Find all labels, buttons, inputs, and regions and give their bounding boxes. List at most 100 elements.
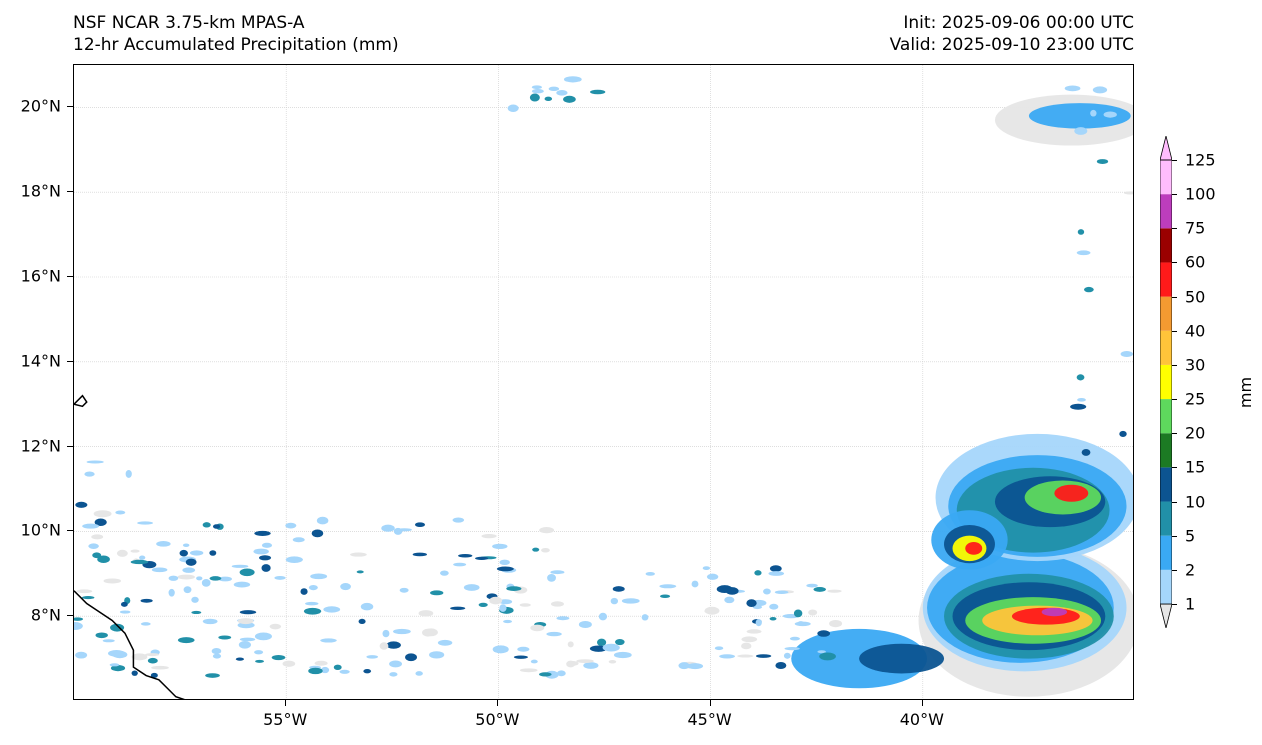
map-panel[interactable]: [73, 64, 1134, 700]
precip-cell: [608, 660, 617, 664]
precip-cell: [235, 657, 244, 661]
precip-cell: [613, 651, 632, 659]
precip-cell: [492, 543, 508, 550]
precip-cell: [517, 646, 530, 652]
model-title: NSF NCAR 3.75-km MPAS-A: [73, 13, 305, 33]
precip-cell: [566, 661, 579, 666]
colorbar-label: 125: [1185, 150, 1216, 170]
precip-cell: [567, 641, 574, 648]
precip-cell: [563, 95, 576, 103]
precip-cell: [550, 570, 565, 575]
precip-cell: [774, 590, 789, 595]
precip-cell: [191, 596, 199, 603]
precip-cell: [706, 573, 719, 580]
precip-cell: [205, 673, 220, 678]
precip-cell: [530, 659, 538, 664]
precip-cell: [489, 596, 503, 605]
precip-cell: [97, 555, 110, 563]
precip-cell: [597, 638, 607, 647]
precip-cell: [430, 590, 444, 596]
precip-cell: [396, 528, 412, 532]
precip-cell: [415, 671, 423, 676]
precip-cell: [82, 523, 100, 529]
precip-cell: [339, 669, 350, 674]
precip-cell: [463, 584, 480, 591]
precip-cell: [259, 555, 272, 561]
precip-cell: [492, 645, 509, 654]
precip-cell: [1084, 286, 1094, 293]
precip-cell: [612, 586, 625, 592]
precip-cell: [316, 516, 329, 525]
precip-cell: [253, 548, 269, 555]
precip-region: [791, 628, 928, 689]
precip-cell: [179, 549, 188, 557]
precip-cell: [829, 619, 843, 628]
precip-cell: [261, 564, 271, 572]
colorbar-segment: [1160, 433, 1172, 468]
colorbar-label: 40: [1185, 321, 1206, 341]
precip-cell: [233, 581, 251, 588]
precip-cell: [556, 90, 568, 96]
colorbar-segment: [1160, 535, 1172, 570]
precip-cell: [399, 587, 409, 593]
precip-cell: [590, 89, 606, 95]
precip-cell: [212, 653, 222, 659]
precip-cell: [768, 571, 785, 576]
precip-cell: [274, 575, 286, 580]
lat-label: 8°N: [30, 605, 61, 625]
precip-cell: [405, 653, 417, 662]
precip-cell: [659, 584, 677, 589]
precip-cell: [76, 589, 93, 594]
precip-cell: [1077, 398, 1086, 402]
colorbar-segment: [1160, 262, 1172, 297]
precip-cell: [513, 655, 528, 659]
precip-cell: [659, 594, 671, 599]
precip-cell: [218, 635, 232, 640]
precip-cell: [130, 559, 149, 565]
precip-region: [859, 643, 945, 674]
precip-cell: [130, 549, 140, 553]
lat-tick: [67, 191, 73, 193]
precip-cell: [237, 618, 254, 625]
precip-cell: [793, 609, 803, 618]
lon-label: 50°W: [475, 710, 520, 729]
lon-tick: [709, 700, 711, 706]
precip-cell: [598, 612, 608, 621]
precip-cell: [140, 622, 151, 626]
precip-cell: [531, 88, 544, 94]
precip-cell: [75, 501, 88, 508]
colorbar-tick: [1172, 604, 1177, 605]
precip-cell: [1103, 111, 1117, 118]
colorbar-units: mm: [1236, 376, 1256, 409]
precip-cell: [412, 552, 427, 557]
colorbar-frame: [1160, 159, 1172, 605]
precip-cell: [808, 609, 818, 616]
precip-region: [1054, 484, 1089, 502]
precip-cell: [145, 653, 160, 657]
precip-cell: [714, 646, 724, 651]
precip-cell: [202, 522, 211, 528]
precip-cell: [95, 632, 108, 639]
precip-region: [1041, 607, 1068, 617]
precip-cell: [1077, 229, 1085, 235]
precip-cell: [450, 606, 466, 610]
precip-cell: [74, 617, 84, 621]
precip-cell: [189, 550, 204, 556]
precip-cell: [1090, 109, 1097, 117]
colorbar-segment: [1160, 569, 1172, 604]
precip-cell: [719, 654, 736, 659]
precip-cell: [458, 554, 473, 558]
precip-cell: [88, 543, 99, 549]
precip-cell: [305, 601, 319, 606]
precip-cell: [285, 556, 303, 563]
colorbar-tick: [1172, 194, 1177, 196]
precip-cell: [817, 650, 826, 654]
precip-cell: [475, 556, 489, 560]
precip-cell: [741, 636, 758, 643]
precip-cell: [231, 564, 249, 568]
precip-cell: [137, 521, 154, 525]
precip-cell: [209, 576, 222, 581]
precip-cell: [1074, 127, 1088, 135]
colorbar-tick: [1172, 364, 1177, 366]
colorbar-extend-max: [1160, 136, 1172, 161]
